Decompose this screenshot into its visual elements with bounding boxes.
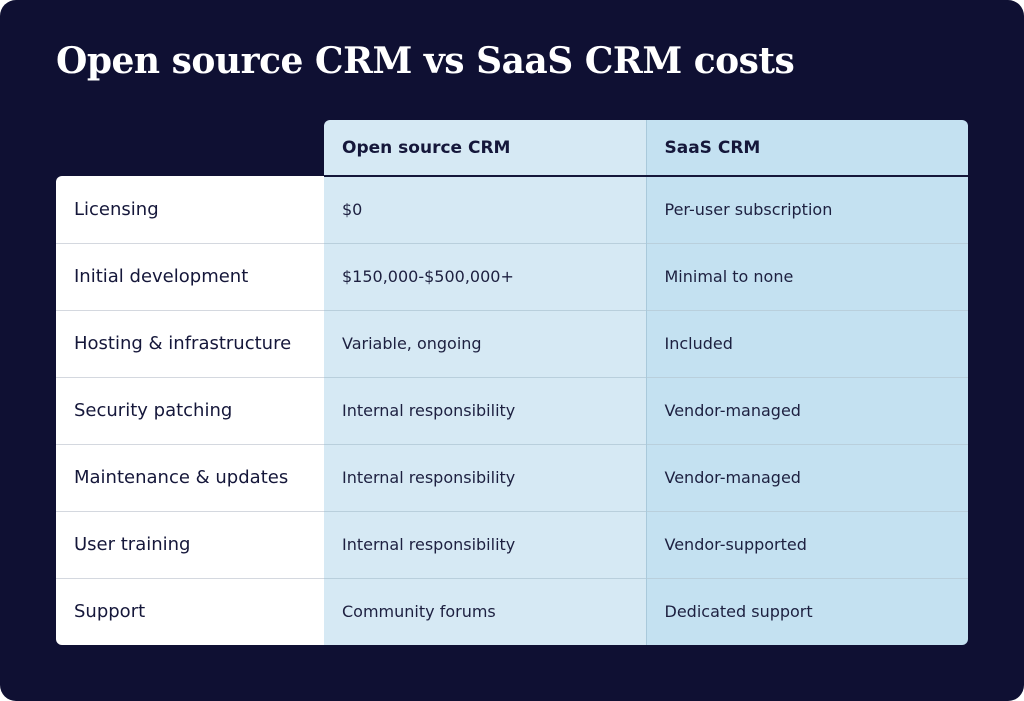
table-row: User training Internal responsibility Vend… xyxy=(56,510,968,578)
open-source-value: Variable, ongoing xyxy=(324,309,646,377)
saas-value: Per-user subscription xyxy=(645,176,968,243)
saas-value: Vendor-managed xyxy=(645,443,968,511)
open-source-value: Internal responsibility xyxy=(324,376,646,444)
row-label: Maintenance & updates xyxy=(56,443,324,511)
table-header-row: Open source CRM SaaS CRM xyxy=(56,120,968,177)
table-row: Security patching Internal responsibility… xyxy=(56,376,968,444)
table-body: Licensing $0 Per-user subscription Initial … xyxy=(56,176,968,645)
row-label: Licensing xyxy=(56,176,324,243)
saas-value: Vendor-managed xyxy=(645,376,968,444)
table-row: Hosting & infrastructure Variable, ongoin… xyxy=(56,309,968,377)
table-row: Maintenance & updates Internal responsibi… xyxy=(56,443,968,511)
comparison-table: Open source CRM SaaS CRM Licensing $0 Per-… xyxy=(56,120,968,645)
comparison-table-wrap: Open source CRM SaaS CRM Licensing $0 Per-… xyxy=(56,120,968,645)
row-label: Support xyxy=(56,577,324,645)
page-title: Open source CRM vs SaaS CRM costs xyxy=(56,40,795,82)
row-label: Security patching xyxy=(56,376,324,444)
table-row: Initial development $150,000-$500,000+ Min… xyxy=(56,242,968,310)
open-source-value: $150,000-$500,000+ xyxy=(324,242,646,310)
open-source-value: Internal responsibility xyxy=(324,443,646,511)
header-empty-cell xyxy=(56,120,324,176)
table-row: Licensing $0 Per-user subscription xyxy=(56,176,968,243)
header-saas: SaaS CRM xyxy=(645,120,968,177)
saas-value: Dedicated support xyxy=(645,577,968,645)
saas-value: Included xyxy=(645,309,968,377)
saas-value: Minimal to none xyxy=(645,242,968,310)
row-label: User training xyxy=(56,510,324,578)
table-row: Support Community forums Dedicated support xyxy=(56,577,968,645)
header-open-source: Open source CRM xyxy=(324,120,646,177)
saas-value: Vendor-supported xyxy=(645,510,968,578)
row-label: Hosting & infrastructure xyxy=(56,309,324,377)
open-source-value: $0 xyxy=(324,176,646,243)
open-source-value: Internal responsibility xyxy=(324,510,646,578)
open-source-value: Community forums xyxy=(324,577,646,645)
row-label: Initial development xyxy=(56,242,324,310)
